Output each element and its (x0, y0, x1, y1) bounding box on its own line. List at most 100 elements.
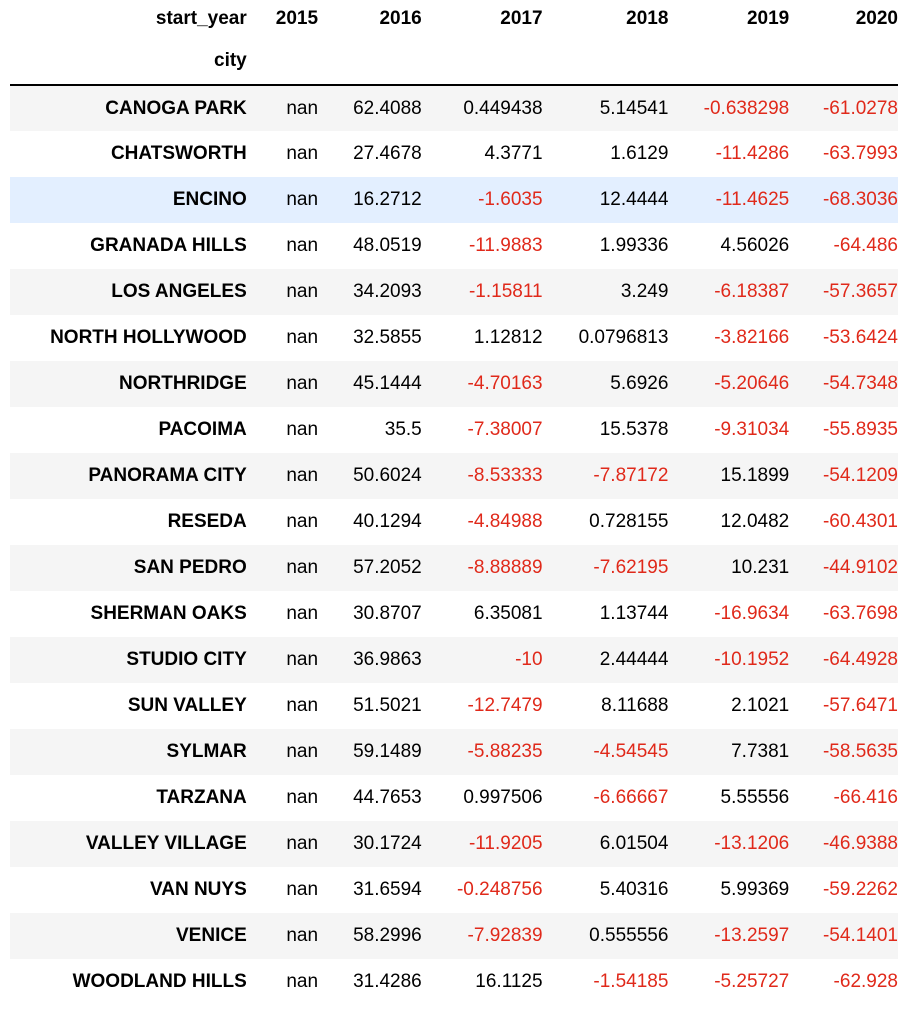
table-cell-2015: nan (286, 97, 319, 119)
table-cell-2016: 35.5 (384, 419, 422, 440)
table-cell-2018: -4.54545 (593, 741, 669, 762)
table-cell-2015: nan (286, 741, 319, 762)
table-cell-2019: -6.18387 (714, 281, 790, 302)
table-cell-2018: 1.13744 (599, 603, 669, 624)
table-cell-2015: nan (286, 557, 319, 578)
row-index-label: SAN PEDRO (133, 557, 247, 578)
table-cell-2019: 2.1021 (731, 695, 790, 716)
table-cell-2017: 16.1125 (475, 971, 543, 992)
table-row[interactable]: SAN PEDRO nan 57.2052 -8.88889 -7.62195 10.23… (10, 545, 898, 591)
table-cell-2016: 30.8707 (353, 603, 422, 624)
row-index-label: SHERMAN OAKS (90, 603, 247, 624)
table-cell-2016: 31.6594 (353, 879, 422, 900)
table-cell-2016: 16.2712 (353, 189, 422, 210)
table-row[interactable]: TARZANA nan 44.7653 0.997506 -6.66667 5.55556… (10, 775, 898, 821)
columns-name-label: start_year (155, 8, 247, 29)
table-cell-2017: -7.92839 (467, 925, 543, 946)
table-cell-2016: 30.1724 (353, 833, 422, 854)
table-row[interactable]: PANORAMA CITY nan 50.6024 -8.53333 -7.87172 1… (10, 453, 898, 499)
table-cell-2017: -8.53333 (467, 465, 543, 486)
table-cell-2019: -9.31034 (714, 419, 790, 440)
table-cell-2020: -68.3036 (822, 189, 898, 210)
index-header-blank (542, 38, 669, 86)
table-cell-2015: nan (286, 971, 319, 992)
table-cell-2017: -1.6035 (478, 189, 543, 210)
table-cell-2020: -54.1401 (822, 925, 898, 946)
table-cell-2016: 31.4286 (353, 971, 422, 992)
table-cell-2017: -5.88235 (467, 741, 543, 762)
table-cell-2016: 44.7653 (353, 787, 422, 808)
table-cell-2018: 5.40316 (599, 879, 669, 900)
index-header-blank (668, 38, 790, 86)
table-row[interactable]: VALLEY VILLAGE nan 30.1724 -11.9205 6.01504 -… (10, 821, 898, 867)
row-index-label: RESEDA (167, 511, 247, 532)
table-cell-2018: 12.4444 (599, 189, 669, 210)
table-cell-2018: -7.87172 (593, 465, 669, 486)
table-cell-2020: -60.4301 (822, 511, 898, 532)
column-header-2019: 2019 (746, 8, 790, 29)
row-index-label: CHATSWORTH (110, 143, 247, 164)
table-cell-2019: -16.9634 (714, 603, 790, 624)
table-cell-2017: -11.9883 (468, 235, 543, 256)
table-cell-2015: nan (286, 235, 319, 256)
row-index-label: GRANADA HILLS (90, 235, 247, 256)
table-row[interactable]: SUN VALLEY nan 51.5021 -12.7479 8.11688 2.102… (10, 683, 898, 729)
table-cell-2015: nan (286, 925, 319, 946)
table-cell-2020: -55.8935 (822, 419, 898, 440)
table-row[interactable]: SYLMAR nan 59.1489 -5.88235 -4.54545 7.7381 -5… (10, 729, 898, 775)
table-cell-2016: 58.2996 (353, 925, 422, 946)
table-cell-2018: 0.728155 (589, 511, 669, 532)
table-row[interactable]: LOS ANGELES nan 34.2093 -1.15811 3.249 -6.183… (10, 269, 898, 315)
table-row[interactable]: NORTHRIDGE nan 45.1444 -4.70163 5.6926 -5.206… (10, 361, 898, 407)
table-row[interactable]: VENICE nan 58.2996 -7.92839 0.555556 -13.2597… (10, 913, 898, 959)
table-cell-2019: -13.1206 (714, 833, 790, 854)
table-cell-2018: 5.6926 (610, 373, 669, 394)
table-cell-2015: nan (286, 327, 319, 348)
table-cell-2018: 6.01504 (599, 833, 669, 854)
table-cell-2019: -3.82166 (714, 327, 790, 348)
table-cell-2018: 0.0796813 (578, 327, 669, 348)
table-row[interactable]: PACOIMA nan 35.5 -7.38007 15.5378 -9.31034 -55… (10, 407, 898, 453)
table-row[interactable]: RESEDA nan 40.1294 -4.84988 0.728155 12.0482 -… (10, 499, 898, 545)
row-index-label: CANOGA PARK (105, 97, 247, 119)
row-index-label: SUN VALLEY (127, 695, 247, 716)
table-cell-2017: 0.997506 (463, 787, 543, 808)
table-cell-2016: 50.6024 (353, 465, 422, 486)
table-cell-2017: -0.248756 (456, 879, 543, 900)
table-cell-2019: 15.1899 (720, 465, 790, 486)
table-row[interactable]: NORTH HOLLYWOOD nan 32.5855 1.12812 0.079681… (10, 315, 898, 361)
table-cell-2019: -11.4625 (715, 189, 790, 210)
table-cell-2020: -63.7698 (822, 603, 898, 624)
table-cell-2019: -5.20646 (714, 373, 790, 394)
column-header-2016: 2016 (379, 8, 422, 29)
row-index-label: VAN NUYS (149, 879, 247, 900)
table-cell-2015: nan (286, 787, 319, 808)
table-row[interactable]: WOODLAND HILLS nan 31.4286 16.1125 -1.54185 -… (10, 959, 898, 1005)
table-row[interactable]: VAN NUYS nan 31.6594 -0.248756 5.40316 5.9936… (10, 867, 898, 913)
table-cell-2020: -44.9102 (822, 557, 898, 578)
row-index-label: NORTHRIDGE (119, 373, 247, 394)
table-cell-2016: 36.9863 (353, 649, 422, 670)
column-header-2020: 2020 (855, 8, 898, 29)
table-cell-2016: 27.4678 (353, 143, 422, 164)
table-cell-2016: 45.1444 (353, 373, 422, 394)
table-row[interactable]: GRANADA HILLS nan 48.0519 -11.9883 1.99336 4.… (10, 223, 898, 269)
table-cell-2017: -4.70163 (467, 373, 543, 394)
column-header-2017: 2017 (500, 8, 543, 29)
table-cell-2017: 4.3771 (484, 143, 543, 164)
table-header: start_year 2015 2016 2017 2018 2019 2020… (10, 0, 898, 86)
index-header-blank (269, 38, 319, 86)
table-cell-2016: 32.5855 (353, 327, 422, 348)
table-cell-2019: 5.55556 (720, 787, 790, 808)
table-row[interactable]: CANOGA PARK nan 62.4088 0.449438 5.14541 -0.6… (10, 85, 898, 131)
row-index-label: PANORAMA CITY (88, 465, 247, 486)
table-cell-2017: -7.38007 (467, 419, 543, 440)
table-row[interactable]: CHATSWORTH nan 27.4678 4.3771 1.6129 -11.4286… (10, 131, 898, 177)
table-row[interactable]: ENCINO nan 16.2712 -1.6035 12.4444 -11.4625 -6… (10, 177, 898, 223)
table-cell-2019: -11.4286 (715, 143, 790, 164)
table-cell-2020: -57.3657 (822, 281, 898, 302)
table-cell-2020: -53.6424 (822, 327, 898, 348)
table-cell-2018: 8.11688 (601, 695, 669, 716)
table-row[interactable]: SHERMAN OAKS nan 30.8707 6.35081 1.13744 -16.… (10, 591, 898, 637)
table-row[interactable]: STUDIO CITY nan 36.9863 -10 2.44444 -10.1952 -… (10, 637, 898, 683)
